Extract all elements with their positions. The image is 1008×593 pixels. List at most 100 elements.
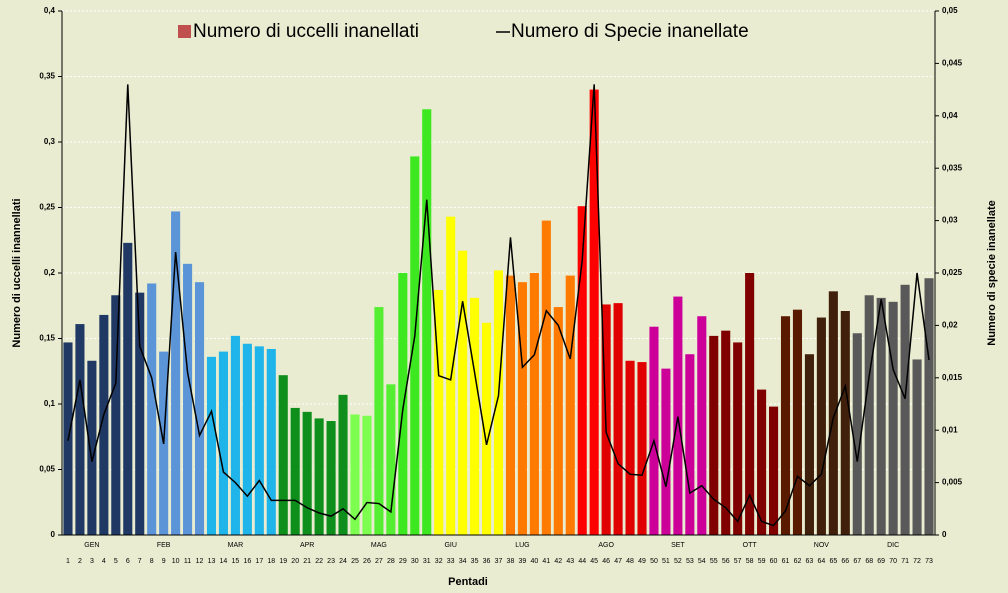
bar (816, 317, 826, 535)
y-tick-label: 0 (51, 530, 56, 539)
x-tick-label: 64 (817, 558, 825, 565)
x-tick-label: 24 (339, 558, 347, 565)
bar (111, 295, 121, 535)
x-tick-label: 9 (162, 558, 166, 565)
y2-tick-label: 0,015 (942, 373, 963, 382)
x-tick-label: 14 (220, 558, 228, 565)
x-tick-label: 50 (650, 558, 658, 565)
x-tick-label: 4 (102, 558, 106, 565)
bar (99, 314, 109, 535)
x-axis-title: Pentadi (448, 576, 488, 588)
x-tick-label: 49 (638, 558, 646, 565)
bar (840, 310, 850, 535)
x-tick-label: 44 (578, 558, 586, 565)
x-tick-label: 56 (722, 558, 730, 565)
y2-tick-label: 0,04 (942, 111, 958, 120)
x-tick-label: 40 (530, 558, 538, 565)
bar (470, 297, 480, 535)
x-tick-label: 19 (279, 558, 287, 565)
y-tick-label: 0,05 (39, 465, 55, 474)
x-tick-label: 69 (877, 558, 885, 565)
bar (123, 242, 133, 535)
bar (147, 283, 157, 535)
bar (577, 206, 587, 535)
x-tick-label: 21 (303, 558, 311, 565)
bar (529, 273, 539, 535)
x-tick-label: 1 (66, 558, 70, 565)
y2-tick-label: 0,03 (942, 216, 958, 225)
bar (458, 250, 468, 536)
bar (242, 343, 252, 535)
month-label: APR (300, 542, 314, 549)
x-tick-label: 38 (507, 558, 515, 565)
bar (721, 330, 731, 535)
y2-tick-label: 0,035 (942, 163, 963, 172)
bar (613, 303, 623, 535)
bar (183, 263, 193, 535)
bar (685, 354, 695, 535)
line (67, 84, 930, 527)
x-tick-label: 8 (150, 558, 154, 565)
bar (422, 109, 432, 535)
x-tick-label: 59 (758, 558, 766, 565)
legend-label: Numero di Specie inanellate (511, 21, 749, 42)
bar (852, 333, 862, 535)
bar (673, 296, 683, 535)
bar (792, 309, 803, 535)
bar (625, 360, 635, 535)
bar (314, 418, 324, 535)
bar (661, 368, 671, 535)
x-tick-label: 53 (686, 558, 694, 565)
x-tick-label: 43 (566, 558, 574, 565)
bar (278, 375, 288, 535)
bar (804, 354, 814, 535)
bar (493, 270, 504, 535)
bar (553, 307, 563, 535)
bar (362, 415, 372, 535)
x-tick-label: 34 (459, 558, 467, 565)
x-tick-label: 6 (126, 558, 130, 565)
y-tick-label: 0,25 (39, 203, 55, 212)
bar (290, 407, 300, 535)
x-tick-label: 68 (865, 558, 873, 565)
bar (87, 360, 97, 535)
bar (637, 362, 647, 535)
x-tick-label: 35 (471, 558, 479, 565)
y2-tick-label: 0,005 (942, 478, 963, 487)
x-tick-label: 71 (901, 558, 909, 565)
bar (876, 297, 886, 535)
month-label: NOV (814, 542, 830, 549)
bar (864, 295, 874, 535)
x-tick-label: 65 (829, 558, 837, 565)
bar (769, 406, 779, 535)
legend-swatch (178, 25, 191, 38)
x-tick-label: 70 (889, 558, 897, 565)
x-tick-label: 66 (841, 558, 849, 565)
x-tick-label: 58 (746, 558, 754, 565)
y2-tick-label: 0,045 (942, 59, 963, 68)
bar (589, 89, 599, 535)
bar (266, 348, 276, 535)
y-tick-label: 0,15 (39, 334, 55, 343)
x-tick-label: 73 (925, 558, 933, 565)
x-tick-label: 46 (602, 558, 610, 565)
x-tick-label: 27 (375, 558, 383, 565)
x-tick-label: 33 (447, 558, 455, 565)
bar (828, 291, 838, 535)
x-tick-label: 72 (913, 558, 921, 565)
x-tick-label: 60 (770, 558, 778, 565)
x-tick-label: 17 (255, 558, 263, 565)
bar (326, 421, 336, 535)
y2-tick-label: 0,025 (942, 268, 963, 277)
bar (230, 335, 240, 535)
x-tick-label: 30 (411, 558, 419, 565)
bar (888, 301, 898, 535)
month-label: MAR (228, 542, 244, 549)
x-tick-label: 23 (327, 558, 335, 565)
x-tick-label: 45 (590, 558, 598, 565)
x-tick-label: 39 (519, 558, 527, 565)
x-tick-label: 61 (782, 558, 790, 565)
x-tick-label: 31 (423, 558, 431, 565)
x-tick-label: 42 (554, 558, 562, 565)
